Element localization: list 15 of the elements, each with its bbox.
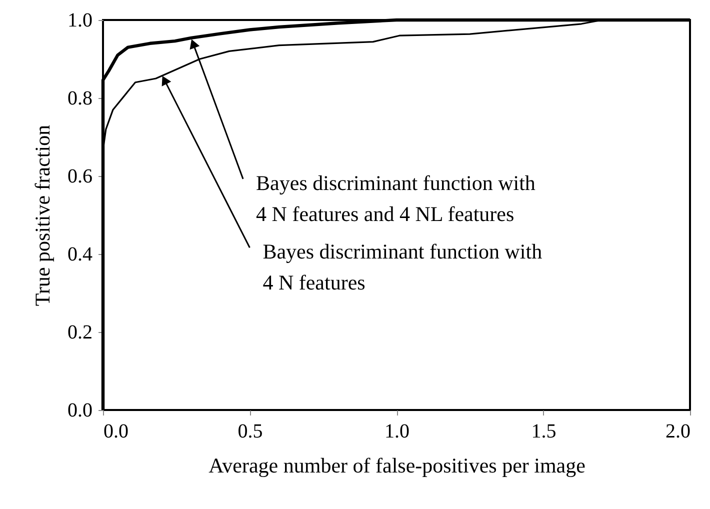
y-tick-label: 1.0 — [68, 10, 92, 32]
x-tick-label: 0.5 — [238, 420, 263, 442]
y-tick-label: 0.6 — [68, 166, 92, 188]
x-tick-label: 2.0 — [666, 420, 690, 442]
annotation: Bayes discriminant function with 4 N features and 4 NL features — [256, 170, 536, 226]
y-tick-label: 0.2 — [68, 322, 92, 344]
y-tick-label: 0.8 — [68, 88, 92, 110]
x-tick-label: 1.0 — [384, 420, 410, 442]
annotation: Bayes discriminant function with 4 N features — [262, 240, 543, 295]
x-axis-title: Average number of false-positives per image — [208, 454, 586, 478]
y-tick-label: 0.4 — [68, 244, 92, 266]
x-tick-label: 0.0 — [104, 420, 128, 442]
y-tick-label: 0.0 — [68, 400, 92, 422]
y-axis-title: True positive fraction — [30, 124, 54, 306]
x-tick-label: 1.5 — [531, 420, 556, 442]
